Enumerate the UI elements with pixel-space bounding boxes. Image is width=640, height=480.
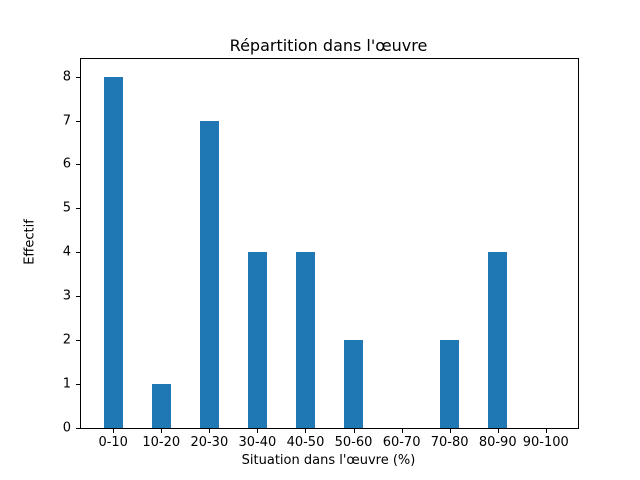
x-tick-label: 20-30 [190,435,229,450]
y-tick-label: 1 [62,376,71,392]
x-axis-label: Situation dans l'œuvre (%) [241,453,416,468]
y-tick-label: 2 [62,332,71,348]
y-tick [76,428,80,429]
bar-20-30 [199,120,219,428]
y-tick-label: 4 [62,244,71,260]
x-tick [161,429,163,433]
x-tick [401,429,403,433]
x-tick [257,429,259,433]
x-tick [545,429,547,433]
y-tick [76,384,80,386]
y-tick [76,120,80,122]
x-tick-label: 90-100 [522,435,569,450]
bar-80-90 [488,252,508,428]
bar-50-60 [343,340,364,428]
y-tick-label: 6 [62,156,71,172]
bar-30-40 [247,252,267,428]
y-tick-label: 0 [62,420,71,436]
x-tick [305,429,307,433]
y-tick [76,340,80,342]
x-tick-label: 10-20 [142,435,181,450]
bar-10-20 [151,384,171,428]
y-tick-label: 8 [62,69,71,85]
y-tick [76,252,80,254]
y-tick [76,208,80,210]
bar-70-80 [440,340,460,428]
y-tick-label: 7 [62,113,71,128]
x-tick-label: 70-80 [430,435,469,450]
x-tick [209,429,211,433]
y-axis-label: Effectif [22,219,38,265]
x-tick-label: 40-50 [286,435,325,450]
x-tick [113,429,115,433]
y-tick [76,76,80,78]
chart-title: Répartition dans l'œuvre [229,36,428,55]
plot-area: 0-10 10-20 20-30 30-40 40-50 50-60 60-70 70-80 8… [63,58,579,450]
bar-0-10 [103,76,123,428]
x-tick [497,429,499,433]
x-tick-label: 0-10 [98,435,128,450]
y-tick [76,164,80,166]
x-tick-label: 50-60 [334,435,373,450]
y-tick [76,296,80,298]
x-tick-label: 30-40 [238,435,277,450]
y-tick-label: 5 [62,200,71,216]
y-tick-label: 3 [62,288,71,304]
x-tick [353,429,355,433]
x-tick-label: 80-90 [478,435,517,450]
x-tick [449,429,451,433]
x-tick-label: 60-70 [382,435,421,450]
bar-40-50 [295,252,316,428]
